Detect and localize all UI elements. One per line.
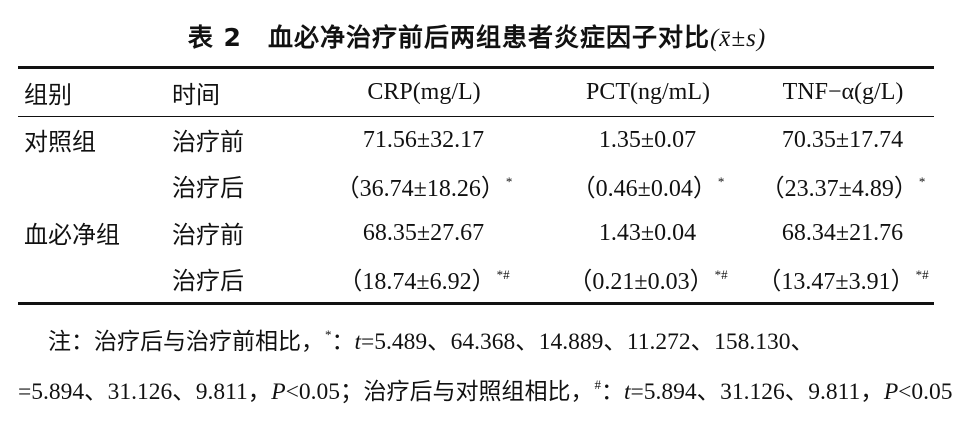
cell-pct: 1.43±0.04 xyxy=(598,219,697,246)
cell-pct: 1.35±0.07 xyxy=(598,126,697,153)
cell-group xyxy=(18,256,162,303)
header-time: 时间 xyxy=(172,81,220,109)
header-pct: PCT(ng/mL) xyxy=(586,79,710,105)
cell-pct: （0.21±0.03）*# xyxy=(568,267,728,296)
header-tnf: TNF−α(g/L) xyxy=(782,79,904,105)
table-number: 表 2 xyxy=(187,23,242,52)
table-row: 对照组 治疗前 71.56±32.17 1.35±0.07 70.35±17.7… xyxy=(18,116,934,163)
table-top-rule xyxy=(18,66,934,69)
cell-crp: 71.56±32.17 xyxy=(362,126,485,153)
header-group: 组别 xyxy=(24,81,72,109)
table-stat-notation: (x̄±s) xyxy=(709,25,767,52)
table-row: 治疗后 （36.74±18.26）* （0.46±0.04）* （23.37±4… xyxy=(18,163,934,210)
cell-group: 对照组 xyxy=(24,127,96,156)
table-header-row: 组别 时间 CRP(mg/L) PCT(ng/mL) TNF−α(g/L) xyxy=(18,69,934,116)
inflammation-factor-table: 组别 时间 CRP(mg/L) PCT(ng/mL) TNF−α(g/L) 对照… xyxy=(18,69,934,302)
table-note-line-1: 注：治疗后与治疗前相比，*：t=5.489、64.368、14.889、11.2… xyxy=(48,327,815,355)
cell-tnf: （23.37±4.89）* xyxy=(760,174,926,203)
cell-tnf: 70.35±17.74 xyxy=(781,126,904,153)
cell-crp: （18.74±6.92）*# xyxy=(338,267,510,296)
table-row: 血必净组 治疗前 68.35±27.67 1.43±0.04 68.34±21.… xyxy=(18,209,934,256)
cell-group: 血必净组 xyxy=(24,220,120,249)
cell-crp: （36.74±18.26）* xyxy=(335,174,513,203)
table-title: 血必净治疗前后两组患者炎症因子对比 xyxy=(267,23,710,52)
cell-time: 治疗前 xyxy=(172,127,244,156)
table-header-rule xyxy=(18,116,934,117)
cell-pct: （0.46±0.04）* xyxy=(571,174,725,203)
cell-tnf: （13.47±3.91）*# xyxy=(757,267,929,296)
cell-crp: 68.35±27.67 xyxy=(362,219,485,246)
cell-group xyxy=(18,163,162,210)
header-crp: CRP(mg/L) xyxy=(367,79,481,105)
cell-time: 治疗后 xyxy=(172,174,244,203)
table-note-line-2: =5.894、31.126、9.811，P<0.05；治疗后与对照组相比，#：t… xyxy=(18,377,953,405)
table-caption: 表 2 血必净治疗前后两组患者炎症因子对比(x̄±s) xyxy=(0,18,954,54)
cell-tnf: 68.34±21.76 xyxy=(781,219,904,246)
cell-time: 治疗前 xyxy=(172,220,244,249)
cell-time: 治疗后 xyxy=(172,267,244,296)
table-bottom-rule xyxy=(18,302,934,305)
table-row: 治疗后 （18.74±6.92）*# （0.21±0.03）*# （13.47±… xyxy=(18,256,934,303)
